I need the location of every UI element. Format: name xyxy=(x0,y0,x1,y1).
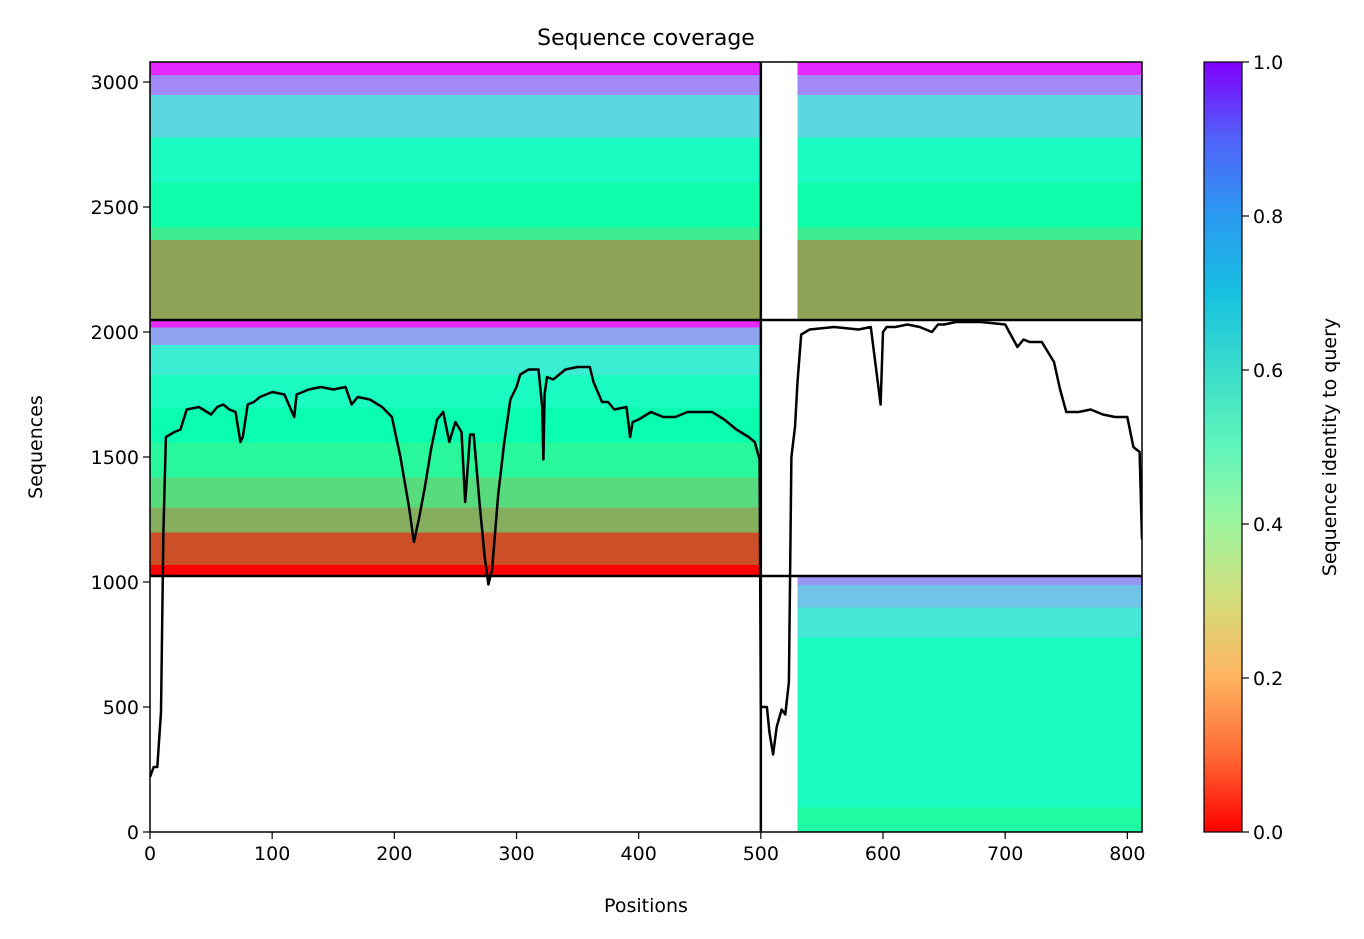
colorbar-tick-label: 0.0 xyxy=(1253,822,1283,844)
block-bottom-right xyxy=(797,576,1142,832)
identity-band xyxy=(150,507,760,533)
x-tick-label: 600 xyxy=(865,843,901,865)
identity-band xyxy=(150,564,760,577)
y-axis-ticks: 0 500 1000 1500 2000 2500 3000 xyxy=(91,72,150,844)
x-tick-label: 200 xyxy=(376,843,412,865)
chart-title: Sequence coverage xyxy=(537,26,755,51)
identity-band xyxy=(150,320,760,328)
identity-band xyxy=(797,182,1142,228)
x-axis-ticks: 0 100 200 300 400 500 600 700 800 xyxy=(144,832,1145,865)
x-tick-label: 100 xyxy=(254,843,290,865)
colorbar-tick-label: 0.2 xyxy=(1253,668,1283,690)
x-tick-label: 0 xyxy=(144,843,156,865)
y-tick-label: 1500 xyxy=(91,447,139,469)
coverage-blocks xyxy=(150,62,1142,832)
identity-band xyxy=(150,137,760,183)
block-middle-left xyxy=(150,320,760,577)
colorbar-label: Sequence identity to query xyxy=(1319,318,1341,576)
identity-band xyxy=(797,807,1142,832)
colorbar-tick-label: 0.6 xyxy=(1253,360,1283,382)
identity-band xyxy=(797,607,1142,638)
y-tick-label: 2500 xyxy=(91,197,139,219)
x-axis-label: Positions xyxy=(604,895,688,917)
colorbar xyxy=(1203,61,1243,833)
y-tick-label: 3000 xyxy=(91,72,139,94)
identity-band xyxy=(797,74,1142,95)
identity-band xyxy=(797,62,1142,75)
plot-area xyxy=(150,62,1142,832)
y-tick-label: 1000 xyxy=(91,572,139,594)
identity-band xyxy=(797,637,1142,808)
identity-band xyxy=(150,227,760,240)
x-tick-label: 400 xyxy=(621,843,657,865)
identity-band xyxy=(150,532,760,565)
plot-frame xyxy=(149,61,1143,833)
identity-band xyxy=(150,477,760,508)
identity-band xyxy=(150,442,760,478)
colorbar-ticks: 0.0 0.2 0.4 0.6 0.8 1.0 xyxy=(1242,52,1283,844)
identity-band xyxy=(150,239,760,321)
x-tick-label: 700 xyxy=(987,843,1023,865)
colorbar-tick-label: 0.4 xyxy=(1253,514,1283,536)
y-axis-label: Sequences xyxy=(25,395,47,499)
x-tick-label: 300 xyxy=(498,843,534,865)
identity-band xyxy=(797,584,1142,608)
colorbar-tick-label: 1.0 xyxy=(1253,52,1283,74)
identity-band xyxy=(150,94,760,138)
block-top-left xyxy=(150,62,760,321)
identity-band xyxy=(150,374,760,408)
colorbar-tick-label: 0.8 xyxy=(1253,206,1283,228)
y-tick-label: 2000 xyxy=(91,322,139,344)
identity-band xyxy=(150,182,760,228)
identity-band xyxy=(150,344,760,375)
coverage-line xyxy=(150,320,1142,778)
x-tick-label: 800 xyxy=(1109,843,1145,865)
y-tick-label: 500 xyxy=(103,697,139,719)
identity-band xyxy=(797,239,1142,321)
y-tick-label: 0 xyxy=(127,822,139,844)
identity-band xyxy=(150,327,760,345)
identity-band xyxy=(150,74,760,95)
x-tick-label: 500 xyxy=(743,843,779,865)
identity-band xyxy=(797,94,1142,138)
identity-band xyxy=(797,227,1142,240)
block-top-right xyxy=(797,62,1142,321)
identity-band xyxy=(797,137,1142,183)
identity-band xyxy=(150,62,760,75)
identity-band xyxy=(797,576,1142,585)
